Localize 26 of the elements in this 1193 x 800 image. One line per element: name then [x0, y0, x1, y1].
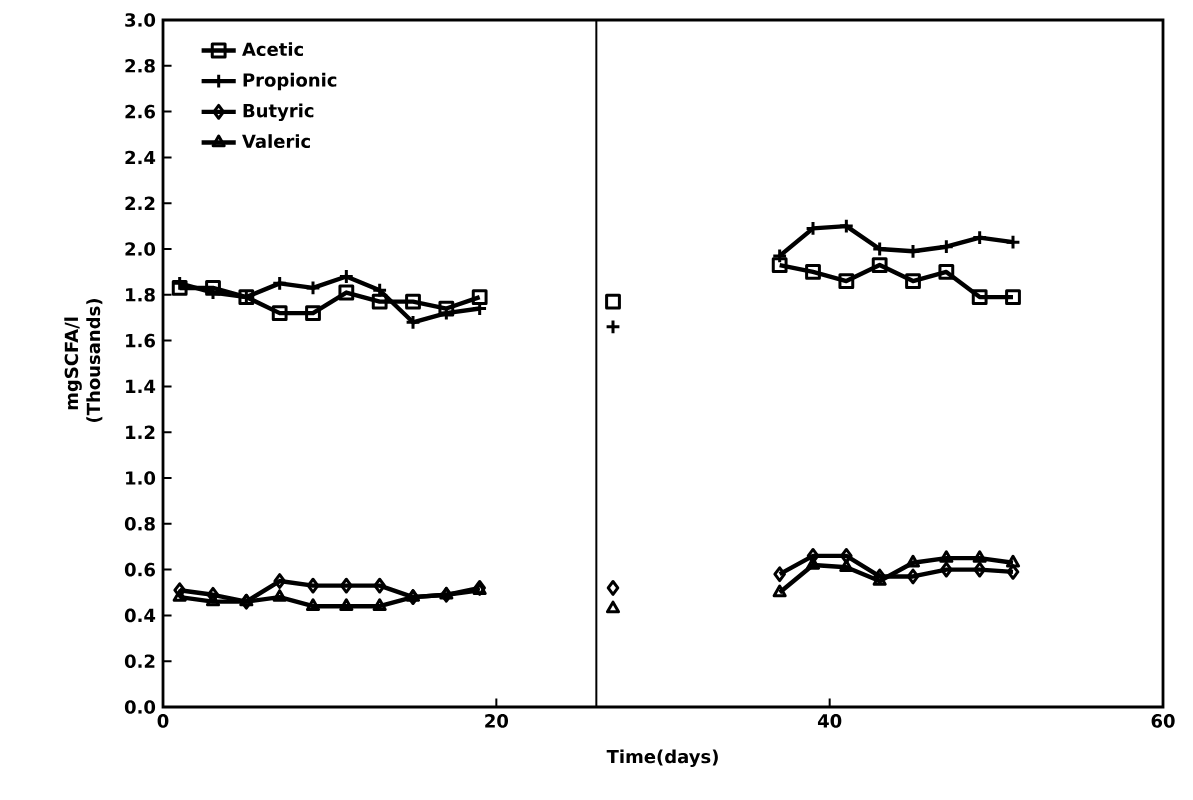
y-tick-label: 0.0: [124, 700, 156, 714]
y-axis-title: mgSCFA/l (Thousands): [64, 299, 103, 422]
legend-label: Propionic: [243, 72, 337, 91]
y-tick-label: 2.0: [125, 242, 156, 256]
y-tick-label: 2.6: [125, 104, 155, 119]
y-tick-label: 0.4: [124, 608, 156, 623]
y-tick-label: 3.0: [125, 13, 156, 27]
x-tick-label: 40: [817, 714, 842, 728]
y-tick-label: 2.8: [125, 59, 155, 73]
y-tick-label: 0.8: [124, 516, 155, 531]
y-tick-label: 2.2: [125, 196, 155, 210]
y-tick-label: 1.8: [126, 287, 155, 302]
x-tick-label: 0: [157, 714, 169, 728]
x-tick-label: 20: [485, 714, 509, 728]
y-tick-label: 1.2: [126, 425, 155, 439]
legend-label: Butyric: [243, 103, 314, 122]
x-axis-title: Time(days): [606, 749, 718, 767]
y-tick-label: 1.0: [126, 471, 156, 485]
y-tick-label: 1.4: [126, 379, 156, 393]
x-tick-label: 60: [1151, 714, 1175, 728]
legend-label: Valeric: [242, 134, 310, 149]
y-tick-label: 2.4: [125, 150, 156, 165]
y-tick-label: 1.6: [126, 333, 155, 348]
y-tick-label: 0.6: [124, 562, 155, 577]
y-tick-label: 0.2: [124, 654, 155, 668]
legend-label: Acetic: [242, 42, 304, 57]
